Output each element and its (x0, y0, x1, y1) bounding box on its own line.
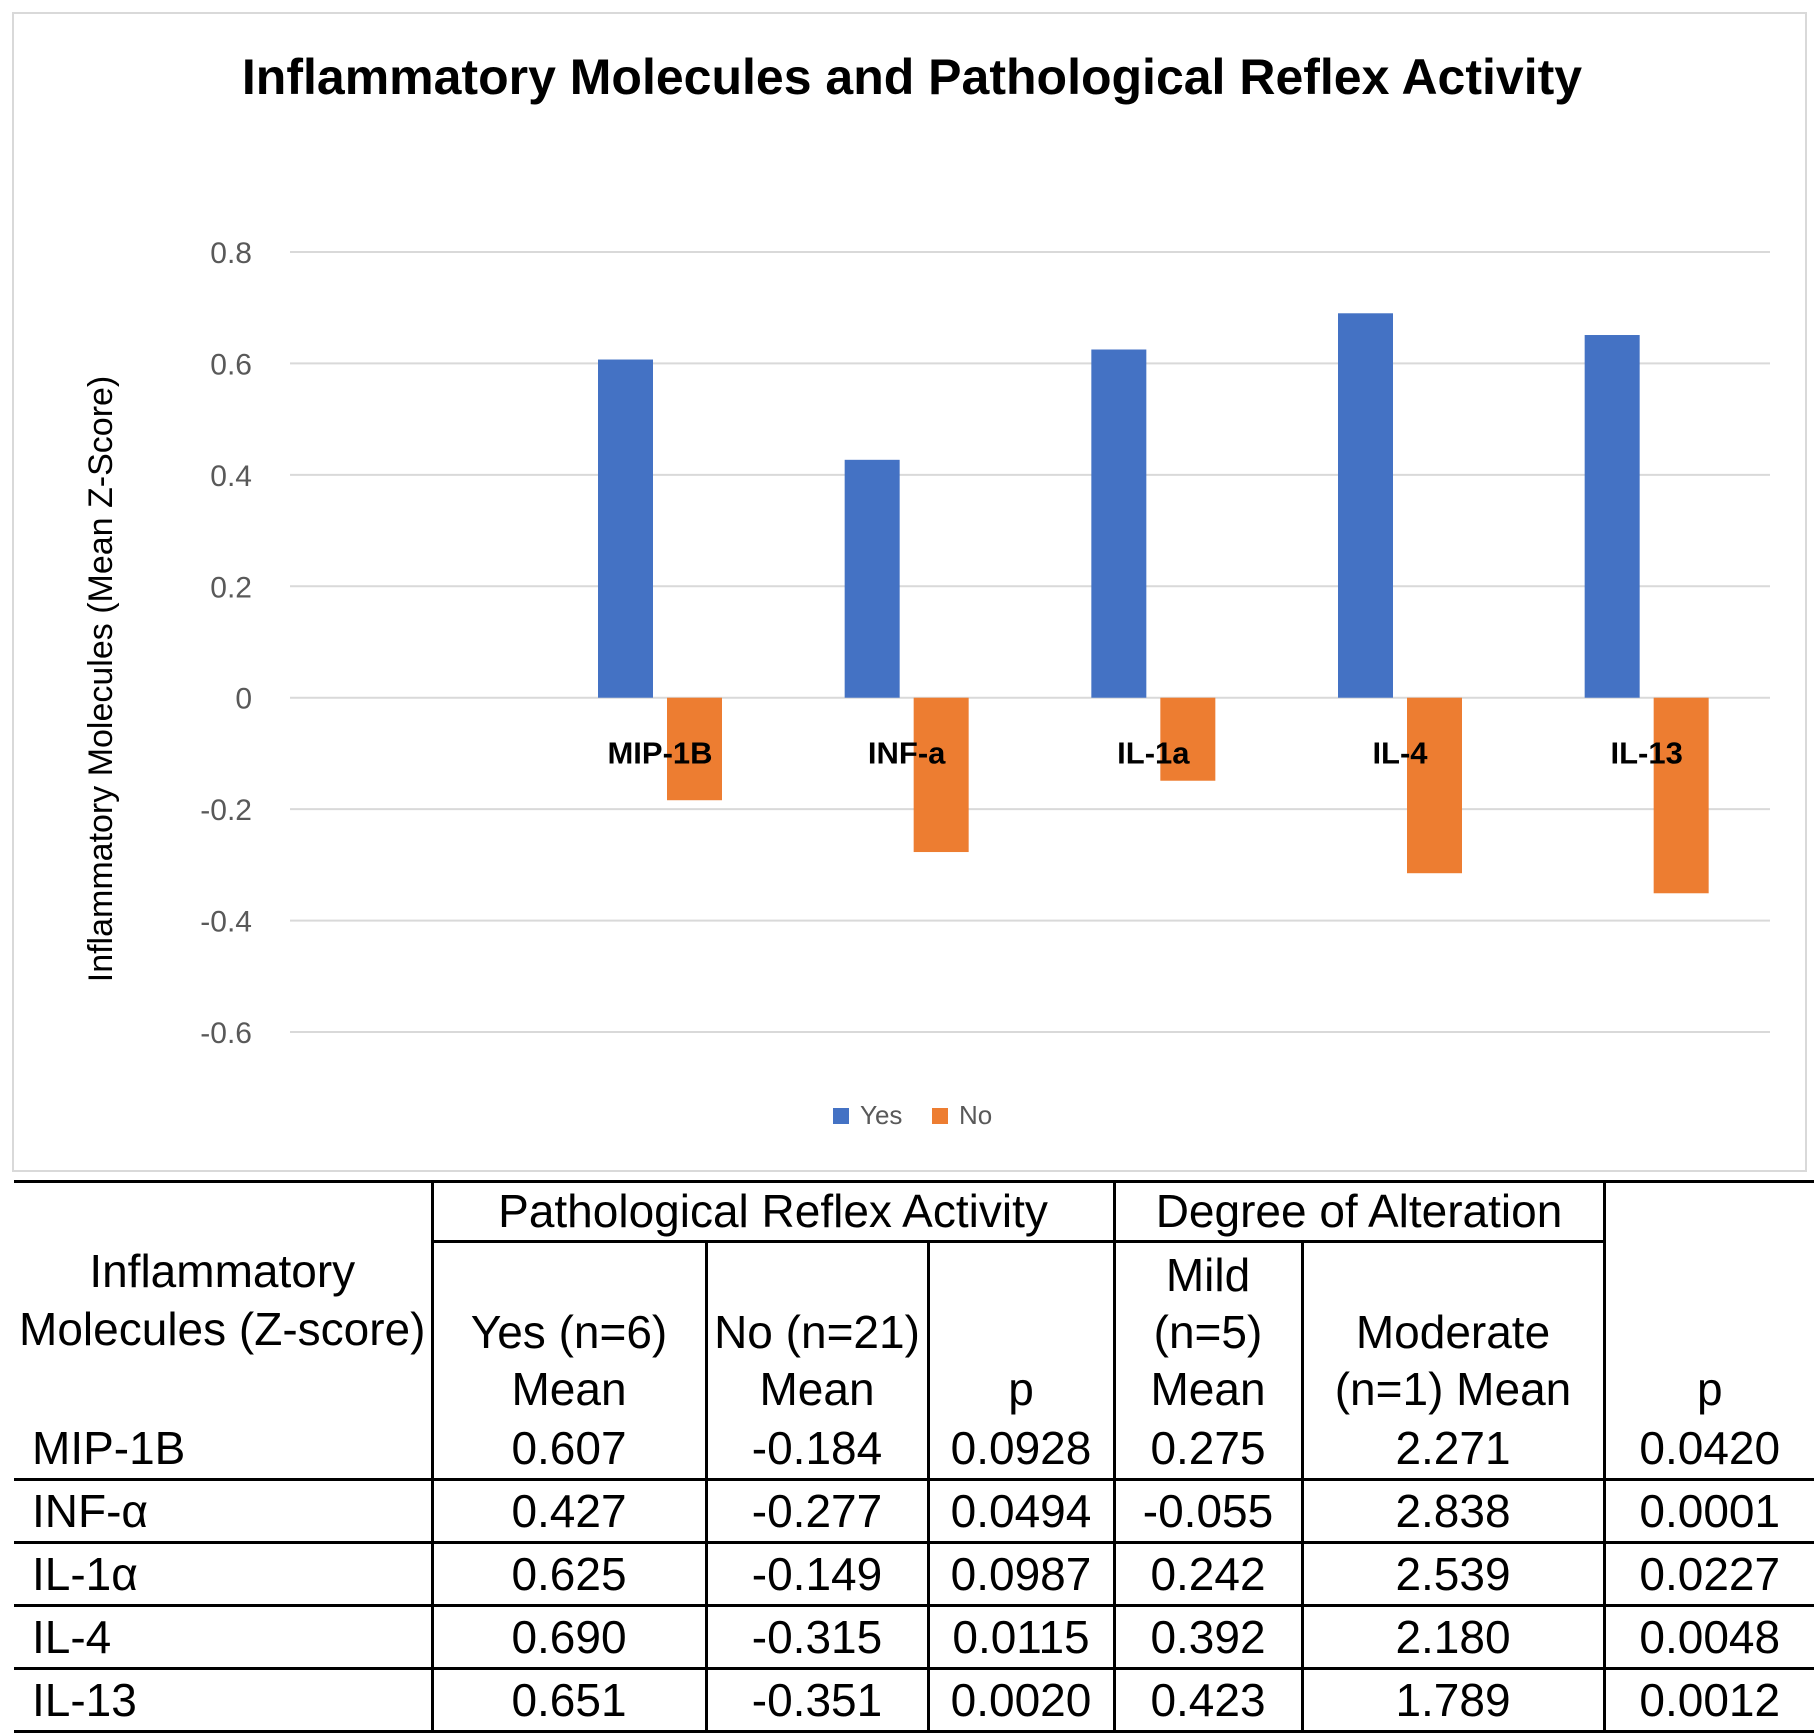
bar-yes-il-4 (1338, 313, 1393, 698)
p-reflex-cell: 0.0928 (928, 1418, 1116, 1482)
legend-swatch-no (932, 1108, 948, 1124)
col-header-p2: p (1602, 1241, 1814, 1419)
legend-swatch-yes (833, 1108, 849, 1124)
p-alteration-cell: 0.0048 (1602, 1605, 1814, 1671)
table-column-header-row: Yes (n=6) Mean No (n=21) Mean p Mild (n=… (14, 1241, 1814, 1419)
col-header-yes: Yes (n=6) Mean (432, 1241, 708, 1419)
yes-mean-cell: 0.651 (432, 1668, 708, 1734)
moderate-mean-cell: 2.271 (1302, 1418, 1606, 1482)
row-name-cell: MIP-1B (14, 1418, 434, 1482)
col-header-no: No (n=21) Mean (706, 1241, 930, 1419)
p-reflex-cell: 0.0494 (928, 1479, 1116, 1545)
results-table: Inflammatory Molecules (Z-score) Patholo… (14, 1179, 1814, 1734)
y-axis-ticks: 0.8 0.6 0.4 0.2 0 -0.2 -0.4 -0.6 (200, 237, 252, 1050)
col-header-moderate: Moderate (n=1) Mean (1302, 1241, 1606, 1419)
row-name-cell: IL-4 (14, 1605, 434, 1671)
yes-mean-cell: 0.607 (432, 1418, 708, 1482)
bar-no-il-1a (1160, 697, 1216, 781)
y-tick-label: 0.2 (210, 571, 252, 604)
col-header-mild: Mild (n=5) Mean (1114, 1241, 1304, 1419)
table-row: IL-1α 0.625 -0.149 0.0987 0.242 2.539 0.0227 (14, 1542, 1814, 1608)
p-reflex-cell: 0.0987 (928, 1542, 1116, 1608)
row-name-cell: IL-1α (14, 1542, 434, 1608)
moderate-mean-cell: 1.789 (1302, 1668, 1606, 1734)
p-alteration-cell: 0.0420 (1602, 1418, 1814, 1482)
legend-label-no: No (959, 1100, 992, 1130)
row-name-cell: INF-α (14, 1479, 434, 1545)
group-header-reflex: Pathological Reflex Activity (432, 1179, 1116, 1244)
bar-yes-inf-a (844, 459, 900, 698)
bar-yes-il-1a (1091, 349, 1147, 698)
row-header-cell: Inflammatory Molecules (Z-score) (14, 1180, 434, 1419)
x-category-label: IL-4 (1372, 736, 1428, 771)
bar-no-inf-a (913, 697, 969, 853)
table-row: IL-13 0.651 -0.351 0.0020 0.423 1.789 0.0012 (14, 1668, 1814, 1734)
p-alteration-cell: 0.0227 (1602, 1542, 1814, 1608)
bar-no-il-4 (1407, 697, 1462, 874)
chart-title: Inflammatory Molecules and Pathological … (242, 49, 1582, 105)
no-mean-cell: -0.315 (706, 1605, 930, 1671)
yes-mean-cell: 0.690 (432, 1605, 708, 1671)
bar-no-mip-1b (667, 697, 722, 801)
bars (598, 313, 1709, 894)
chart-panel: Inflammatory Molecules and Pathological … (12, 12, 1807, 1172)
bar-yes-mip-1b (598, 359, 653, 698)
y-tick-label: -0.2 (200, 794, 252, 827)
y-tick-label: 0.8 (210, 237, 252, 270)
moderate-mean-cell: 2.539 (1302, 1542, 1606, 1608)
legend: Yes No (833, 1100, 992, 1130)
no-mean-cell: -0.184 (706, 1418, 930, 1482)
mild-mean-cell: 0.242 (1114, 1542, 1304, 1608)
p-reflex-cell: 0.0020 (928, 1668, 1116, 1734)
bar-yes-il-13 (1584, 335, 1640, 698)
x-category-label: INF-a (868, 736, 946, 771)
y-tick-label: 0.6 (210, 348, 252, 381)
moderate-mean-cell: 2.180 (1302, 1605, 1606, 1671)
category-labels: MIP-1B INF-a IL-1a IL-4 IL-13 (607, 736, 1682, 771)
y-tick-label: -0.6 (200, 1017, 252, 1050)
no-mean-cell: -0.277 (706, 1479, 930, 1545)
no-mean-cell: -0.351 (706, 1668, 930, 1734)
legend-label-yes: Yes (860, 1100, 902, 1130)
group-header-alteration: Degree of Alteration (1114, 1179, 1606, 1244)
table-row: IL-4 0.690 -0.315 0.0115 0.392 2.180 0.0048 (14, 1605, 1814, 1671)
p-reflex-cell: 0.0115 (928, 1605, 1116, 1671)
mild-mean-cell: 0.275 (1114, 1418, 1304, 1482)
p-alteration-cell: 0.0012 (1602, 1668, 1814, 1734)
yes-mean-cell: 0.427 (432, 1479, 708, 1545)
y-tick-label: 0.4 (210, 460, 252, 493)
bar-chart: Inflammatory Molecules and Pathological … (82, 49, 1770, 1130)
table-group-header-row: Inflammatory Molecules (Z-score) Patholo… (14, 1179, 1814, 1419)
no-mean-cell: -0.149 (706, 1542, 930, 1608)
col-header-p1: p (928, 1241, 1116, 1419)
mild-mean-cell: 0.423 (1114, 1668, 1304, 1734)
y-tick-label: 0 (235, 683, 252, 716)
yes-mean-cell: 0.625 (432, 1542, 708, 1608)
mild-mean-cell: 0.392 (1114, 1605, 1304, 1671)
group-header-empty (1604, 1179, 1814, 1242)
table-row: INF-α 0.427 -0.277 0.0494 -0.055 2.838 0.0001 (14, 1479, 1814, 1545)
moderate-mean-cell: 2.838 (1302, 1479, 1606, 1545)
x-category-label: IL-13 (1610, 736, 1682, 771)
y-axis-label: Inflammatory Molecules (Mean Z-Score) (82, 376, 120, 983)
x-category-label: MIP-1B (607, 736, 712, 771)
row-name-cell: IL-13 (14, 1668, 434, 1734)
x-category-label: IL-1a (1117, 736, 1190, 771)
gridlines (290, 251, 1770, 1033)
table-row: MIP-1B 0.607 -0.184 0.0928 0.275 2.271 0.0420 (14, 1418, 1814, 1482)
bar-no-il-13 (1653, 697, 1709, 894)
mild-mean-cell: -0.055 (1114, 1479, 1304, 1545)
p-alteration-cell: 0.0001 (1602, 1479, 1814, 1545)
y-tick-label: -0.4 (200, 906, 252, 939)
